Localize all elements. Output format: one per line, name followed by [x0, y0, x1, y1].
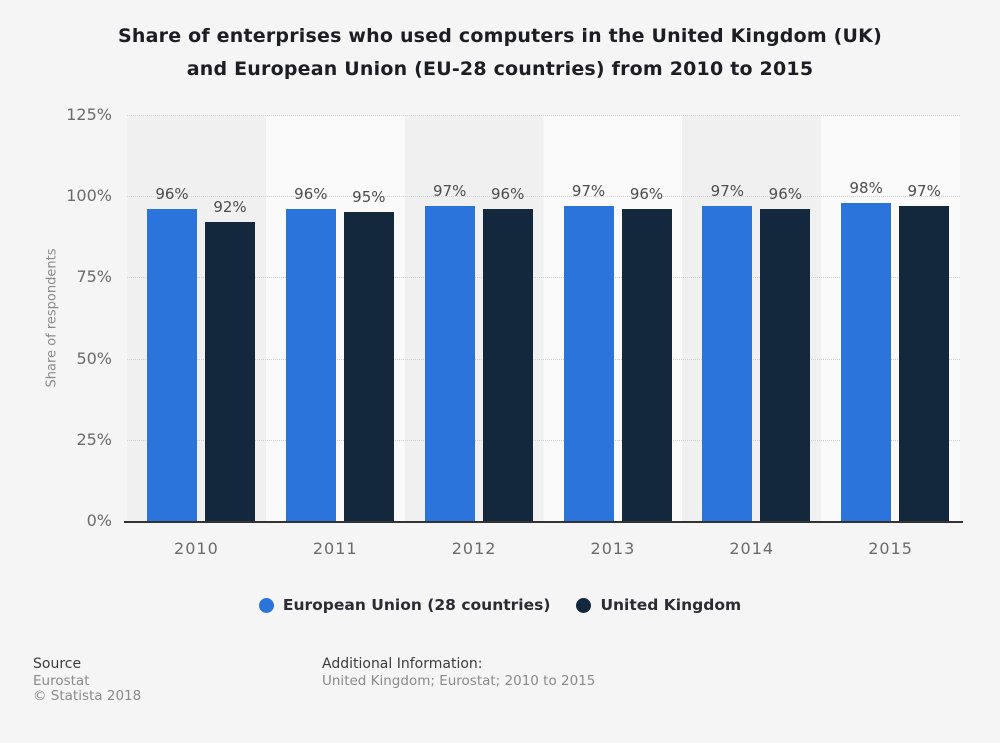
x-axis-line	[124, 521, 963, 523]
bar-value-label-united-kingdom-2013: 96%	[629, 185, 664, 204]
x-tick-label-2011: 2011	[312, 539, 358, 558]
legend-label: United Kingdom	[600, 596, 742, 614]
chart-title: Share of enterprises who used computers …	[0, 20, 1000, 86]
additional-info-text: United Kingdom; Eurostat; 2010 to 2015	[322, 673, 596, 689]
legend-item-united-kingdom[interactable]: United Kingdom	[576, 596, 741, 614]
bar-value-label-european-union-28-countries-2011: 96%	[294, 185, 328, 204]
bar-united-kingdom-2012[interactable]	[482, 209, 533, 521]
gridline-50-percent	[127, 358, 960, 360]
x-tick-label-2014: 2014	[729, 539, 775, 558]
copyright-notice: © Statista 2018	[33, 688, 142, 704]
bar-value-label-european-union-28-countries-2013: 97%	[571, 181, 606, 200]
y-tick-label-125: 125%	[66, 105, 112, 124]
bar-value-label-united-kingdom-2015: 97%	[907, 181, 941, 200]
bar-european-union-28-countries-2014[interactable]	[702, 205, 753, 521]
gridline-125-percent	[127, 115, 960, 116]
additional-info-label: Additional Information:	[322, 656, 483, 672]
legend-item-european-union-28-countries[interactable]: European Union (28 countries)	[258, 596, 551, 614]
y-tick-label-25: 25%	[76, 429, 112, 449]
bar-united-kingdom-2010[interactable]	[205, 222, 255, 521]
bar-european-union-28-countries-2011[interactable]	[285, 209, 336, 521]
plot-area: 0% 25% 50% 75% 100% 125% 96% 96% 97% 97% 97% 98% 92%…	[66, 105, 963, 558]
legend-label: European Union (28 countries)	[282, 596, 551, 614]
bar-value-label-united-kingdom-2014: 96%	[768, 185, 802, 204]
bar-united-kingdom-2011[interactable]	[343, 212, 394, 521]
bar-value-label-european-union-28-countries-2010: 96%	[155, 185, 189, 204]
gridline-100-percent	[127, 196, 960, 198]
bar-value-label-european-union-28-countries-2015: 98%	[849, 178, 883, 197]
bar-european-union-28-countries-2010[interactable]	[147, 209, 197, 521]
y-tick-label-100: 100%	[66, 186, 112, 206]
bar-value-label-european-union-28-countries-2014: 97%	[710, 181, 744, 200]
source-name[interactable]: Eurostat	[33, 673, 90, 689]
legend-dot-icon	[258, 597, 274, 613]
bar-value-label-united-kingdom-2011: 95%	[352, 188, 386, 207]
legend: European Union (28 countries) United King…	[0, 596, 1000, 614]
source-label: Source	[33, 656, 82, 672]
gridline-25-percent	[127, 439, 960, 441]
x-tick-label-2013: 2013	[590, 539, 636, 558]
y-tick-label-50: 50%	[76, 348, 112, 368]
x-tick-label-2015: 2015	[868, 539, 913, 558]
bar-value-label-united-kingdom-2010: 92%	[213, 198, 247, 217]
bar-value-label-european-union-28-countries-2012: 97%	[432, 181, 467, 200]
bar-united-kingdom-2015[interactable]	[899, 205, 950, 521]
y-tick-label-75: 75%	[76, 267, 112, 287]
bar-european-union-28-countries-2012[interactable]	[424, 205, 475, 521]
y-tick-label-0: 0%	[86, 511, 112, 530]
bar-value-label-united-kingdom-2012: 96%	[490, 185, 525, 204]
x-tick-label-2012: 2012	[451, 539, 497, 558]
legend-dot-icon	[576, 597, 592, 613]
bar-united-kingdom-2014[interactable]	[760, 209, 811, 521]
bar-united-kingdom-2013[interactable]	[621, 209, 672, 521]
chart-title-line-1: Share of enterprises who used computers …	[118, 25, 882, 47]
bar-european-union-28-countries-2015[interactable]	[841, 202, 892, 521]
chart-title-line-2: and European Union (EU-28 countries) fro…	[186, 58, 814, 80]
gridline-75-percent	[127, 277, 960, 279]
bar-european-union-28-countries-2013[interactable]	[563, 205, 614, 521]
x-tick-label-2010: 2010	[174, 539, 219, 558]
